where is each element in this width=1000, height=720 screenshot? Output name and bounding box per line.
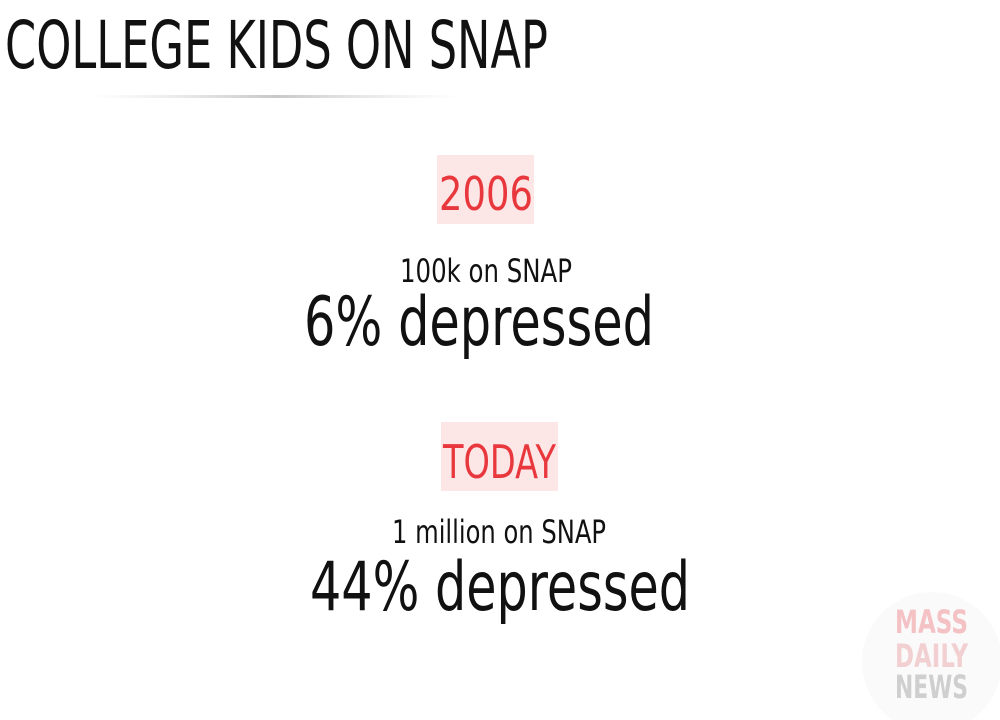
watermark-line: DAILY: [895, 637, 969, 675]
section-label: 2006: [439, 167, 533, 221]
watermark-line: MASS: [895, 603, 968, 641]
section-label: TODAY: [442, 435, 556, 489]
watermark-badge: [862, 592, 1000, 720]
section-stat: 44% depressed: [310, 548, 690, 627]
watermark-line: NEWS: [895, 668, 968, 706]
title: COLLEGE KIDS ON SNAP: [5, 7, 548, 84]
label-highlight: [441, 422, 558, 491]
section-count: 100k on SNAP: [400, 252, 572, 290]
section-stat: 6% depressed: [304, 283, 654, 362]
label-highlight: [437, 155, 534, 224]
title-rule: [90, 95, 460, 98]
section-count: 1 million on SNAP: [392, 513, 606, 551]
